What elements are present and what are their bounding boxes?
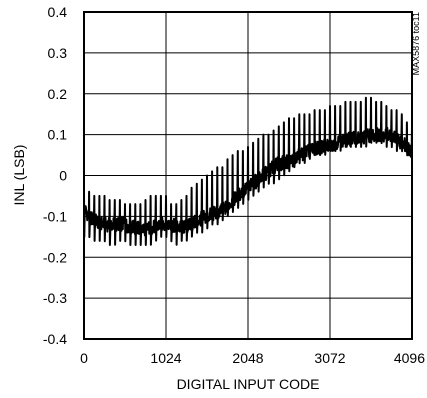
x-tick-label: 4096 bbox=[394, 350, 425, 366]
data-layer bbox=[83, 96, 413, 246]
y-tick-label: -0.4 bbox=[43, 331, 67, 347]
y-tick-label: 0.1 bbox=[48, 127, 68, 143]
figure-code-note: MAX5876 toc11 bbox=[411, 12, 421, 75]
x-tick-label: 0 bbox=[80, 350, 88, 366]
y-axis-title: INL (LSB) bbox=[11, 145, 27, 206]
y-tick-label: 0.4 bbox=[48, 4, 68, 20]
y-tick-label: -0.2 bbox=[43, 249, 67, 265]
plot-frame bbox=[83, 11, 413, 340]
y-tick-label: -0.1 bbox=[43, 208, 67, 224]
y-tick-labels: -0.4 -0.3 -0.2 -0.1 0 0.1 0.2 0.3 0.4 bbox=[43, 4, 67, 347]
x-tick-label: 3072 bbox=[314, 350, 345, 366]
y-tick-label: 0 bbox=[59, 168, 67, 184]
y-tick-label: -0.3 bbox=[43, 290, 67, 306]
x-tick-label: 1024 bbox=[150, 350, 181, 366]
x-axis-title: DIGITAL INPUT CODE bbox=[177, 376, 320, 392]
inl-series-line bbox=[83, 96, 413, 246]
y-tick-label: 0.3 bbox=[48, 45, 68, 61]
x-tick-label: 2048 bbox=[232, 350, 263, 366]
x-tick-labels: 0 1024 2048 3072 4096 bbox=[80, 350, 425, 366]
y-tick-label: 0.2 bbox=[48, 86, 68, 102]
